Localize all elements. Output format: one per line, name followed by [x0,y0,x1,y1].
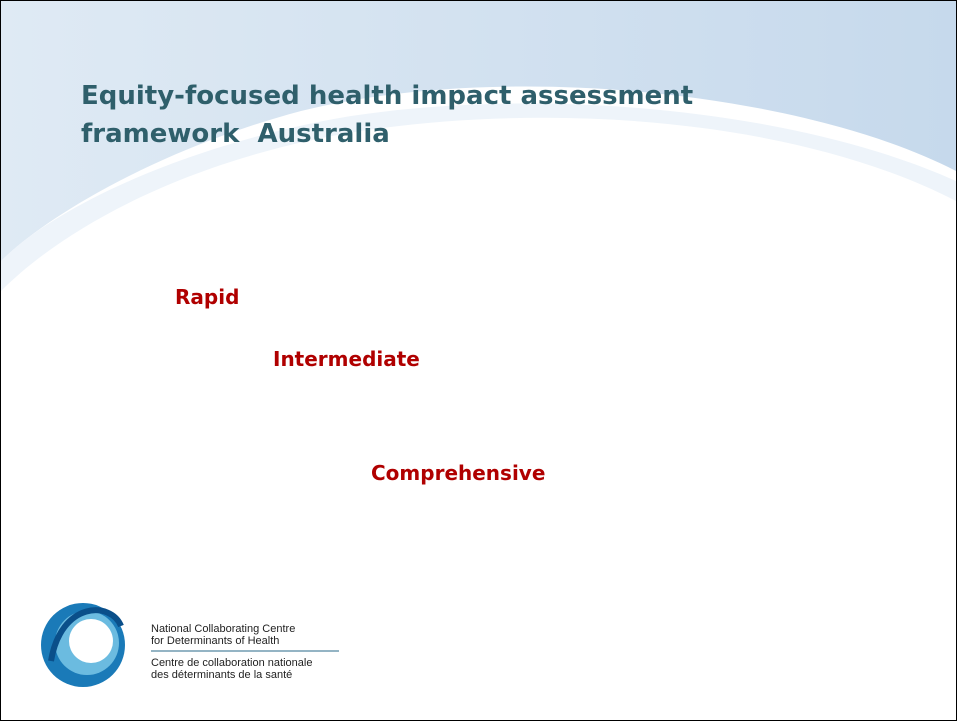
logo-french: Centre de collaboration nationale des dé… [151,657,312,681]
swoosh [1,1,956,261]
slide-title: Equity-focused health impact assessment … [81,77,693,153]
swoosh-light [1,103,956,291]
logo-mark [41,603,125,687]
logo-line: Centre de collaboration nationale [151,657,313,669]
title-line: Equity-focused health impact assessment [81,81,694,111]
logo-english: National Collaborating Centre for Determ… [151,623,295,647]
item: Rapid [175,285,240,309]
title-line: framework Australia [81,119,390,149]
logo-line: des déterminants de la santé [151,669,293,681]
item: Comprehensive [371,461,546,485]
logo-line: National Collaborating Centre [151,623,296,635]
logo-line: for Determinants of Health [151,635,280,647]
item: Intermediate [273,347,420,371]
